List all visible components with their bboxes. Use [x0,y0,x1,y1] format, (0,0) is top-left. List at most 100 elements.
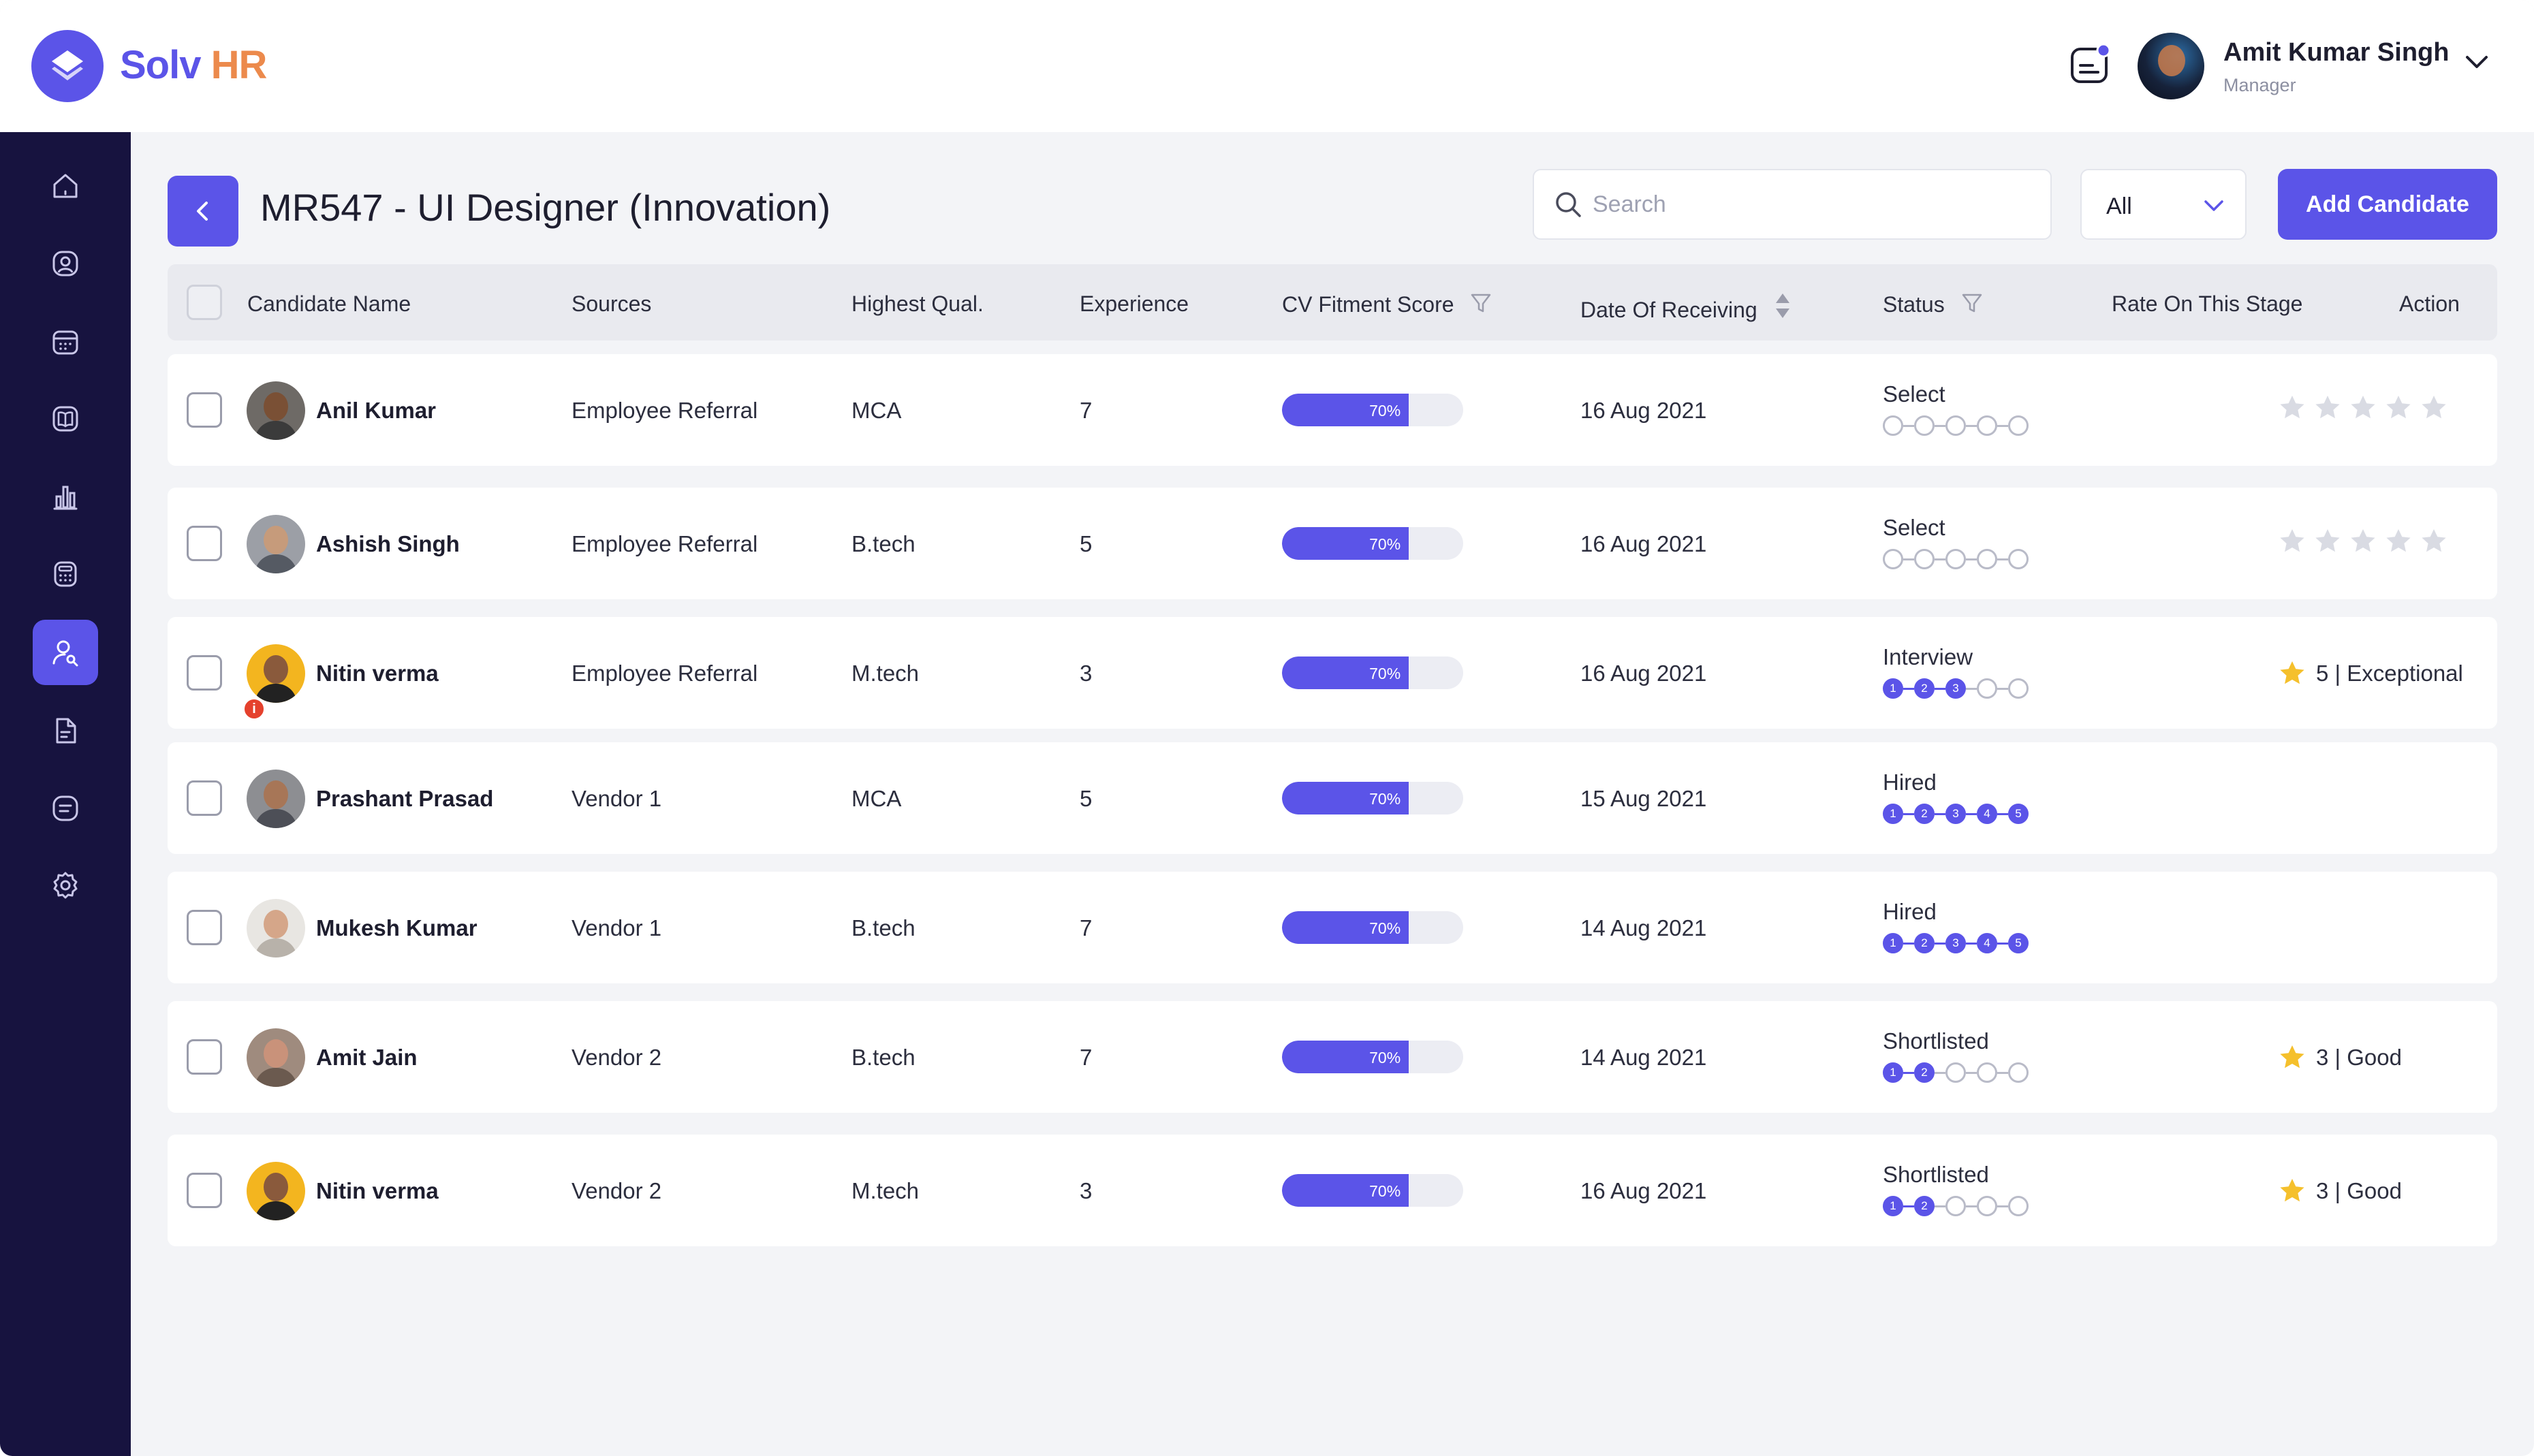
star-empty-icon[interactable] [2278,394,2306,422]
avatar [247,381,305,440]
candidate-name[interactable]: Amit Jain [316,1045,418,1070]
step-connector [1997,1071,2008,1074]
cv-score-fill: 70% [1282,782,1409,814]
candidate-name[interactable]: Nitin verma [316,661,439,686]
candidate-name[interactable]: Nitin verma [316,1178,439,1203]
star-empty-icon[interactable] [2420,527,2448,556]
sidebar-item-user-circle[interactable] [33,231,98,296]
table-header: Candidate Name Sources Highest Qual. Exp… [168,264,2497,341]
avatar [247,515,305,573]
rating-stars[interactable] [2278,394,2448,422]
user-name[interactable]: Amit Kumar Singh [2223,38,2450,67]
sidebar-item-book[interactable] [33,386,98,452]
table-row: Prashant Prasad Vendor 1 MCA 5 70% 15 Aug 202… [168,742,2497,854]
step-4: 4 [1977,804,1997,824]
avatar [247,899,305,958]
bar-chart-icon [53,486,78,510]
row-checkbox[interactable] [187,392,222,428]
row-checkbox[interactable] [187,780,222,816]
highest-qual: M.tech [851,661,920,686]
search-input[interactable] [1593,191,2029,218]
user-avatar[interactable] [2138,33,2204,99]
sort-icon[interactable] [1773,291,1792,320]
source: Vendor 2 [572,1045,662,1070]
row-checkbox[interactable] [187,1173,222,1208]
step-5 [2008,1062,2029,1083]
chevron-down-icon[interactable] [2460,45,2493,78]
star-empty-icon[interactable] [2278,527,2306,556]
sidebar-item-calendar[interactable] [33,309,98,375]
step-connector [1997,812,2008,815]
header-date: Date Of Receiving [1580,291,1792,323]
step-3 [1945,415,1966,436]
step-3 [1945,1196,1966,1216]
header-sources: Sources [572,291,652,316]
back-button[interactable] [168,176,238,247]
source: Employee Referral [572,661,758,686]
filter-icon[interactable] [1469,291,1492,315]
step-2: 2 [1914,804,1935,824]
date-received: 15 Aug 2021 [1580,786,1707,811]
brand-part-solv: Solv [120,43,201,87]
header-highest-qual: Highest Qual. [851,291,984,316]
highest-qual: MCA [851,786,902,811]
step-1: 1 [1883,933,1903,953]
sidebar-item-user-search[interactable] [33,620,98,685]
filter-select[interactable]: All [2080,169,2247,240]
select-all-checkbox[interactable] [187,285,222,320]
step-connector [1935,558,1945,560]
settings-icon [53,872,78,899]
candidate-name[interactable]: Prashant Prasad [316,786,494,811]
star-empty-icon[interactable] [2384,394,2413,422]
candidate-name[interactable]: Ashish Singh [316,531,460,556]
cv-score-fill: 70% [1282,394,1409,426]
experience: 5 [1080,531,1093,556]
row-checkbox[interactable] [187,910,222,945]
cv-score-fill: 70% [1282,911,1409,944]
step-connector [1997,424,2008,427]
star-empty-icon[interactable] [2384,527,2413,556]
notification-icon[interactable] [2068,43,2112,87]
sidebar-item-calculator[interactable] [33,541,98,607]
search-box[interactable] [1533,169,2052,240]
candidate-name[interactable]: Anil Kumar [316,398,437,423]
sidebar-item-home[interactable] [33,153,98,219]
avatar [247,1028,305,1087]
experience: 7 [1080,1045,1093,1070]
star-empty-icon[interactable] [2313,394,2342,422]
step-4 [1977,1196,1997,1216]
date-received: 16 Aug 2021 [1580,398,1707,423]
sidebar-item-bar-chart[interactable] [33,464,98,530]
step-2 [1914,415,1935,436]
user-search-icon [52,640,78,667]
add-candidate-button[interactable]: Add Candidate [2278,169,2497,240]
source: Vendor 2 [572,1178,662,1203]
filter-icon[interactable] [1960,291,1984,315]
cv-score-bar: 70% [1282,911,1463,944]
sidebar-item-document[interactable] [33,698,98,763]
cv-score-bar: 70% [1282,782,1463,814]
status-label: Hired [1883,899,1937,924]
sidebar-item-settings[interactable] [33,853,98,918]
star-empty-icon[interactable] [2313,527,2342,556]
star-empty-icon[interactable] [2349,527,2377,556]
step-2: 2 [1914,1196,1935,1216]
chevron-left-icon [197,202,208,221]
star-empty-icon[interactable] [2349,394,2377,422]
header-status-label: Status [1883,292,1945,317]
step-1: 1 [1883,678,1903,699]
table-row: i Nitin verma Employee Referral M.tech 3 70% 1… [168,617,2497,729]
candidate-name[interactable]: Mukesh Kumar [316,915,478,940]
row-checkbox[interactable] [187,655,222,691]
step-connector [1903,558,1914,560]
star-empty-icon[interactable] [2420,394,2448,422]
status-label: Select [1883,515,1945,540]
avatar [247,1162,305,1220]
rating-stars[interactable] [2278,527,2448,556]
row-checkbox[interactable] [187,526,222,561]
row-checkbox[interactable] [187,1039,222,1075]
cv-score-value: 70% [1369,1049,1401,1066]
sidebar-item-list[interactable] [33,776,98,841]
